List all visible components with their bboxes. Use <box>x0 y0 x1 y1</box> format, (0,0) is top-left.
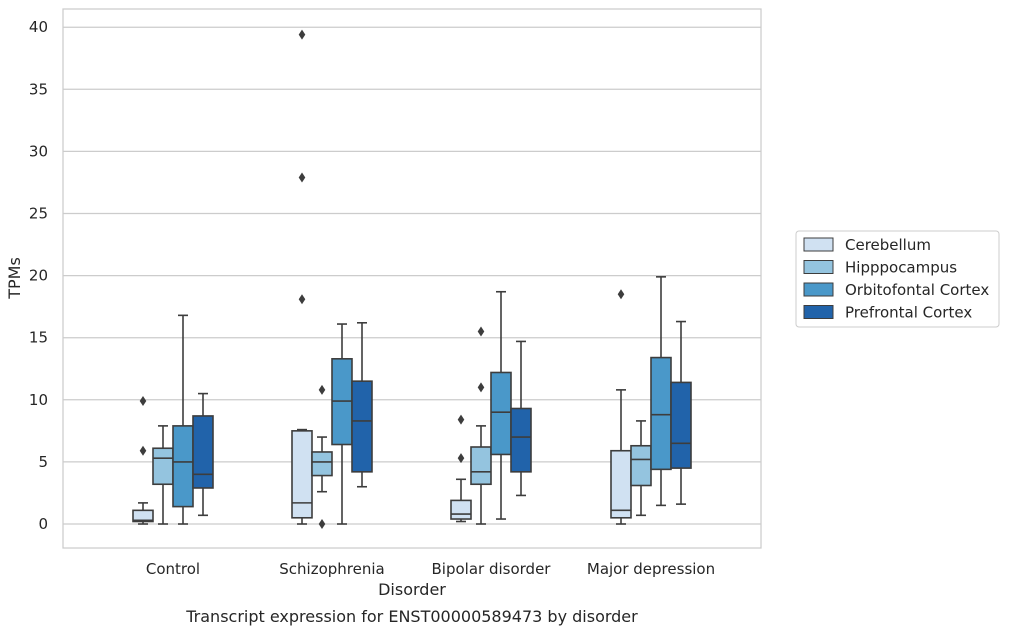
y-tick-label: 30 <box>29 142 48 160</box>
iqr-box <box>311 451 333 477</box>
legend-label: Prefrontal Cortex <box>845 304 972 322</box>
box-3-3 <box>670 320 692 505</box>
outlier-point <box>298 172 306 183</box>
iqr-box <box>132 509 154 523</box>
y-axis-title: TPMs <box>5 257 24 300</box>
legend-swatch <box>803 260 834 274</box>
outlier-point <box>139 445 147 456</box>
outlier-point <box>139 396 147 407</box>
legend-label: Cerebellum <box>845 236 931 254</box>
y-tick-label: 35 <box>29 80 48 98</box>
outlier-point <box>318 519 326 529</box>
legend-swatch <box>803 282 834 297</box>
chart-caption: Transcript expression for ENST0000058947… <box>185 607 638 626</box>
plot-area-frame <box>62 8 762 549</box>
x-tick-label: Control <box>146 560 200 578</box>
outlier-point <box>318 384 326 395</box>
iqr-box <box>470 446 492 486</box>
legend: Cerebellum Hipppocampus Orbitofontal Corte… <box>795 230 1000 328</box>
iqr-box <box>650 356 672 471</box>
x-axis-title: Disorder <box>378 580 446 599</box>
legend-label: Hipppocampus <box>845 259 957 277</box>
x-tick-label: Schizophrenia <box>279 560 384 578</box>
iqr-box <box>670 381 692 469</box>
box-2-1 <box>331 323 353 525</box>
box-1-0 <box>152 425 174 525</box>
iqr-box <box>152 447 174 486</box>
iqr-box <box>510 407 532 473</box>
box-3-1 <box>351 321 373 488</box>
outlier-point <box>477 326 485 337</box>
iqr-box <box>291 430 313 519</box>
iqr-box <box>610 449 632 519</box>
iqr-box <box>630 444 652 487</box>
box-2-2 <box>490 290 512 520</box>
outlier-point <box>298 294 306 305</box>
y-tick-label: 25 <box>29 205 48 223</box>
box-2-3 <box>650 276 672 507</box>
x-tick-label: Bipolar disorder <box>432 560 552 578</box>
box-3-2 <box>510 340 532 497</box>
box-0-2 <box>450 414 472 523</box>
box-2-0 <box>172 314 194 525</box>
y-tick-label: 20 <box>29 267 48 285</box>
y-tick-label: 5 <box>38 453 48 471</box>
y-tick-label: 40 <box>29 18 48 36</box>
box-0-0 <box>132 396 154 525</box>
box-0-1 <box>291 29 313 525</box>
iqr-box <box>351 380 373 473</box>
boxes <box>132 29 692 529</box>
y-tick-label: 0 <box>38 515 48 533</box>
iqr-box <box>192 415 214 489</box>
outlier-point <box>457 414 465 425</box>
iqr-box <box>450 499 472 520</box>
legend-swatch <box>803 305 834 319</box>
outlier-point <box>477 382 485 393</box>
box-1-2 <box>470 326 492 525</box>
legend-frame <box>795 230 1000 328</box>
y-axis-ticks: 0 5 10 15 20 25 30 35 40 <box>29 18 48 533</box>
outlier-point <box>298 29 306 40</box>
box-3-0 <box>192 392 214 517</box>
iqr-box <box>172 425 194 508</box>
x-axis-ticks: Control Schizophrenia Bipolar disorder Majo… <box>146 560 715 578</box>
outlier-point <box>617 289 625 300</box>
y-tick-label: 10 <box>29 391 48 409</box>
outlier-point <box>457 453 465 464</box>
box-1-3 <box>630 420 652 517</box>
x-tick-label: Major depression <box>587 560 715 578</box>
y-tick-label: 15 <box>29 329 48 347</box>
box-0-3 <box>610 289 632 525</box>
legend-swatch <box>803 237 834 252</box>
iqr-box <box>490 371 512 456</box>
box-1-1 <box>311 384 333 529</box>
legend-label: Orbitofontal Cortex <box>845 281 989 299</box>
